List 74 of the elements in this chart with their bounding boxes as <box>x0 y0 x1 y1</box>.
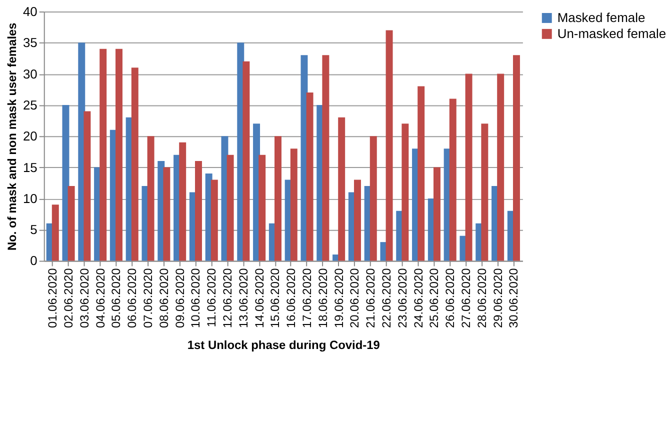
bar <box>322 55 330 261</box>
y-tick-label: 40 <box>22 4 38 19</box>
bar <box>226 154 234 261</box>
x-tick-label: 27.06.2020 <box>458 268 473 328</box>
bar <box>402 124 409 261</box>
legend-label: Un-masked female <box>557 26 666 41</box>
y-axis-title: No. of mask and non mask user females <box>4 22 19 251</box>
y-tick-label: 10 <box>22 190 38 206</box>
bar <box>497 74 504 261</box>
bar <box>512 55 520 261</box>
x-tick-label: 22.06.2020 <box>379 268 394 328</box>
x-tick-label: 30.06.2020 <box>506 268 521 328</box>
bar <box>147 136 154 261</box>
bar <box>481 124 488 261</box>
x-tick-label: 29.06.2020 <box>490 268 505 328</box>
x-tick-label: 04.06.2020 <box>93 268 108 328</box>
x-tick-label: 18.06.2020 <box>316 268 330 328</box>
x-axis-title: 1st Unlock phase during Covid-19 <box>187 338 380 352</box>
bar <box>116 48 122 261</box>
legend-label: Masked female <box>557 10 646 25</box>
bar <box>370 136 377 261</box>
bar <box>84 111 91 261</box>
x-tick-label: 21.06.2020 <box>364 268 378 328</box>
bar <box>433 167 440 261</box>
y-tick-label: 25 <box>22 97 38 112</box>
x-tick-label: 23.06.2020 <box>395 268 410 328</box>
bar <box>290 148 298 261</box>
x-tick-label: 07.06.2020 <box>141 268 155 328</box>
bar <box>210 180 218 261</box>
bar <box>354 180 361 261</box>
bar <box>195 161 202 261</box>
x-tick-label: 05.06.2020 <box>109 268 124 328</box>
y-tick-label: 30 <box>22 66 38 82</box>
bar <box>258 154 266 261</box>
bar <box>52 204 59 261</box>
x-tick-label: 19.06.2020 <box>332 268 346 328</box>
x-tick-label: 12.06.2020 <box>220 268 234 328</box>
bar <box>62 104 70 261</box>
bar <box>242 61 250 261</box>
y-tick-label: 20 <box>22 128 38 144</box>
bar <box>131 68 138 261</box>
y-tick-label: 0 <box>30 253 38 268</box>
y-tick-label: 5 <box>30 222 38 238</box>
y-tick-label: 35 <box>22 35 38 50</box>
bar <box>386 30 393 261</box>
x-tick-label: 02.06.2020 <box>62 268 76 328</box>
bar <box>465 74 472 261</box>
x-tick-label: 16.06.2020 <box>284 268 298 328</box>
bar <box>68 186 75 261</box>
x-tick-label: 17.06.2020 <box>300 268 314 328</box>
bar <box>163 167 170 261</box>
x-tick-label: 13.06.2020 <box>236 268 250 328</box>
x-tick-label: 06.06.2020 <box>125 268 140 328</box>
x-tick-label: 01.06.2020 <box>46 268 60 328</box>
x-tick-label: 08.06.2020 <box>156 268 171 328</box>
x-tick-label: 26.06.2020 <box>443 268 458 328</box>
x-tick-label: 11.06.2020 <box>204 268 219 328</box>
bar <box>338 117 346 261</box>
x-tick-label: 10.06.2020 <box>188 268 203 328</box>
x-tick-label: 25.06.2020 <box>427 268 442 328</box>
bar <box>449 98 456 261</box>
x-tick-label: 24.06.2020 <box>411 268 426 328</box>
x-tick-label: 20.06.2020 <box>348 268 362 328</box>
bar <box>179 142 186 261</box>
x-tick-label: 14.06.2020 <box>252 268 266 328</box>
x-tick-label: 28.06.2020 <box>474 268 489 328</box>
bar <box>100 48 107 261</box>
bar <box>418 86 425 261</box>
x-tick-label: 09.06.2020 <box>172 268 187 328</box>
bar <box>274 136 282 261</box>
y-tick-label: 15 <box>22 160 38 175</box>
x-tick-label: 03.06.2020 <box>77 268 92 328</box>
bar <box>306 92 314 261</box>
x-tick-label: 15.06.2020 <box>268 268 282 328</box>
